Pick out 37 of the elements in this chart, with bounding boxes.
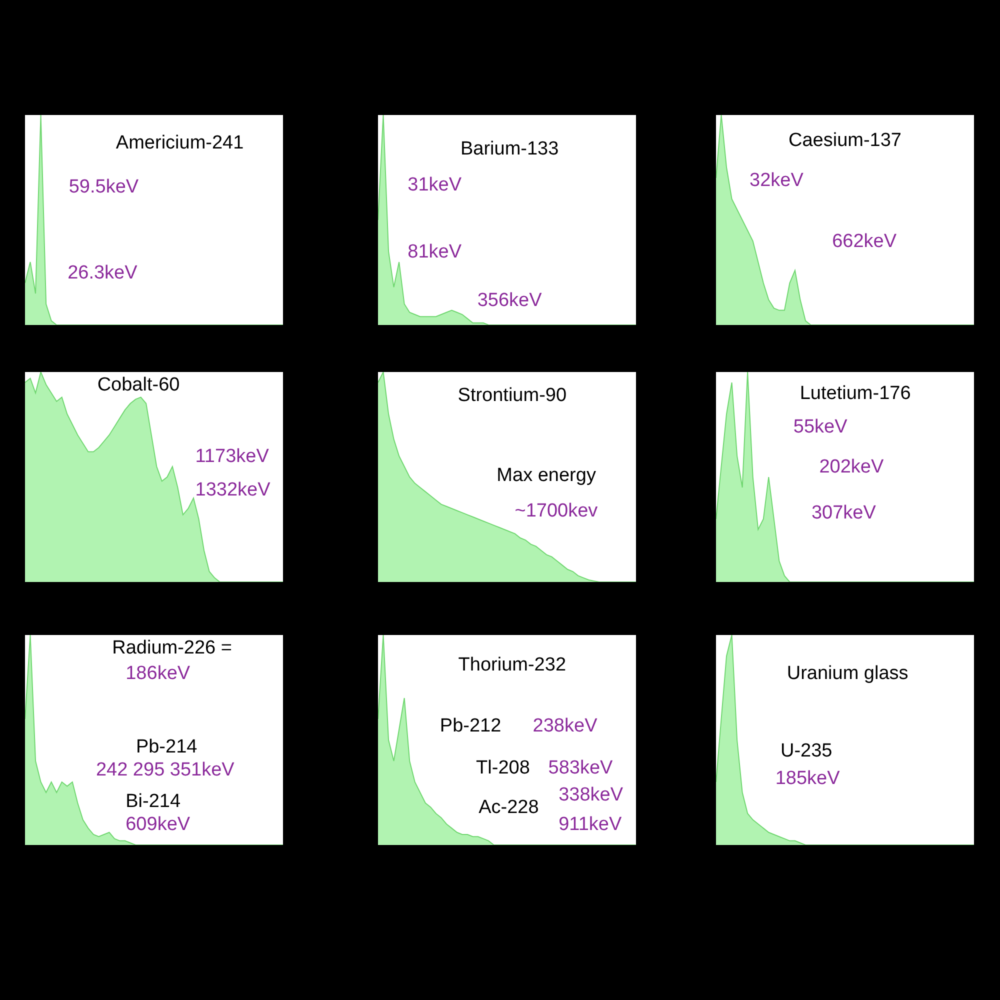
annotation: Pb-214 <box>136 736 198 758</box>
annotation: 356keV <box>477 290 542 311</box>
text: Americium-241 <box>116 132 244 154</box>
text: Caesium-137 <box>788 130 902 152</box>
text: Barium-133 <box>460 138 559 160</box>
annotation: Tl-208 <box>476 757 530 778</box>
annotation: 583keV <box>548 757 614 778</box>
annotation: 26.3keV <box>68 262 138 284</box>
annotation: 662keV <box>832 231 897 252</box>
annotation: Ac-228 <box>478 797 539 818</box>
annotation: Pb-212 <box>440 715 502 736</box>
annotation: U-235 <box>780 740 832 762</box>
chart-title: Cobalt-60 <box>97 374 180 396</box>
annotation: 338keV <box>558 784 624 806</box>
annotation: 307keV <box>811 502 876 524</box>
annotation: 609keV <box>126 814 190 835</box>
chart-title: Radium-226 = <box>112 638 232 659</box>
annotation: 32keV <box>750 170 804 192</box>
text: Uranium glass <box>786 662 908 684</box>
annotation: 1332keV <box>195 480 271 501</box>
text: Thorium-232 <box>458 654 566 676</box>
annotation: Bi-214 <box>126 790 181 812</box>
text: Strontium-90 <box>458 385 567 406</box>
annotation: Max energy <box>496 464 596 486</box>
annotation: 242 295 351keV <box>96 759 235 780</box>
annotation: ~1700kev <box>514 500 598 522</box>
annotation: 185keV <box>775 768 840 789</box>
annotation: 31keV <box>408 174 462 196</box>
annotation: 81keV <box>408 242 462 262</box>
annotation: 238keV <box>532 715 598 736</box>
text: Lutetium-176 <box>800 383 911 404</box>
annotation: 911keV <box>558 814 622 835</box>
annotation: 186keV <box>126 662 190 684</box>
annotation: 55keV <box>793 416 848 438</box>
annotation: 202keV <box>819 456 884 478</box>
annotation: 59.5keV <box>68 176 139 198</box>
annotation: 1173keV <box>195 446 270 467</box>
